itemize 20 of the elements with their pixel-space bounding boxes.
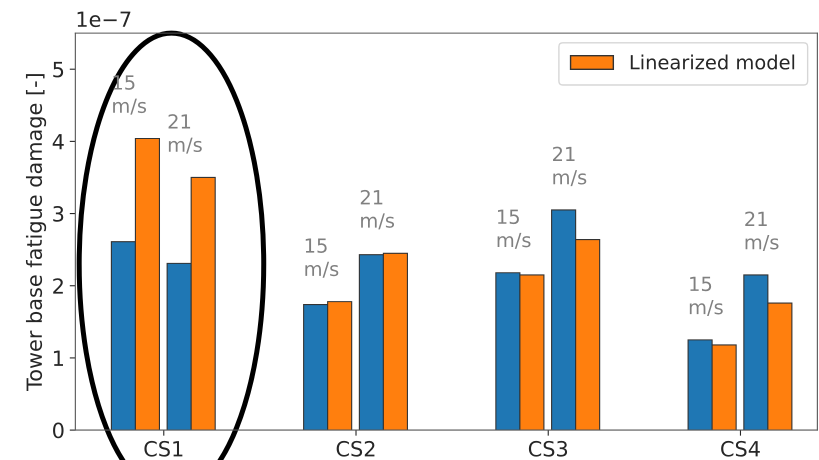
text: 1e−7: [78, 12, 130, 28]
annotation: 15 m/s: [305, 238, 338, 278]
annotation: 21 m/s: [168, 114, 202, 154]
annotation: 21 m/s: [360, 190, 394, 230]
y-tick-label: 1: [54, 350, 64, 366]
y-tick-label: 5: [53, 62, 64, 78]
annotation: 21 m/s: [745, 212, 779, 252]
y-axis-title: Tower base fatigue damage [-]: [26, 74, 46, 392]
y-tick-label: 3: [53, 206, 64, 222]
y-tick-label: 4: [52, 134, 64, 150]
x-tick-label: CS1: [144, 440, 182, 457]
x-tick-label: CS2: [336, 440, 374, 457]
y-tick-label: 0: [53, 422, 64, 438]
annotation: 15 m/s: [498, 210, 531, 249]
annotation: 21 m/s: [553, 146, 586, 186]
x-tick-label: CS3: [528, 440, 568, 457]
legend-label: Linearized model: [630, 54, 794, 70]
y-tick-label: 2: [53, 278, 63, 294]
x-tick-label: CS4: [721, 440, 760, 457]
annotation: 15 m/s: [690, 276, 723, 316]
